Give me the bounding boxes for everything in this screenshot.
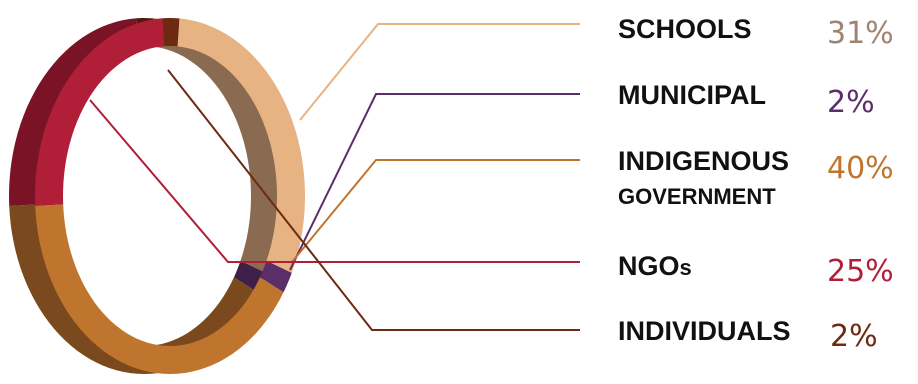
leader-lines <box>89 23 580 331</box>
label-municipal: MUNICIPAL <box>618 80 766 110</box>
ring-depth-indigenous-government <box>9 204 258 374</box>
leader-line-indigenous-government <box>291 159 580 263</box>
leader-line-municipal <box>289 93 580 271</box>
ring-slice-municipal <box>259 260 292 293</box>
label-ngos: NGOs <box>618 251 692 281</box>
ring-slice-individuals <box>162 18 180 47</box>
value-ngos: 25% <box>827 254 894 289</box>
legend: SCHOOLS 31% MUNICIPAL 2% INDIGENOUS GOVE… <box>618 14 894 354</box>
ring-slice-ngos <box>35 18 165 206</box>
ring-slice-indigenous-government <box>35 204 284 374</box>
leader-line-ngos <box>89 99 580 263</box>
value-indigenous-government: 40% <box>827 151 894 186</box>
value-individuals: 2% <box>830 319 878 354</box>
value-schools: 31% <box>827 16 894 51</box>
ring-slice-schools <box>177 18 305 273</box>
label-individuals: INDIVIDUALS <box>618 316 791 346</box>
leader-line-schools <box>299 23 580 121</box>
value-municipal: 2% <box>827 85 875 120</box>
label-government: GOVERNMENT <box>618 184 776 209</box>
label-indigenous: INDIGENOUS <box>618 146 789 176</box>
ring-front <box>35 18 305 374</box>
label-schools: SCHOOLS <box>618 14 752 44</box>
leader-line-individuals <box>167 69 580 331</box>
